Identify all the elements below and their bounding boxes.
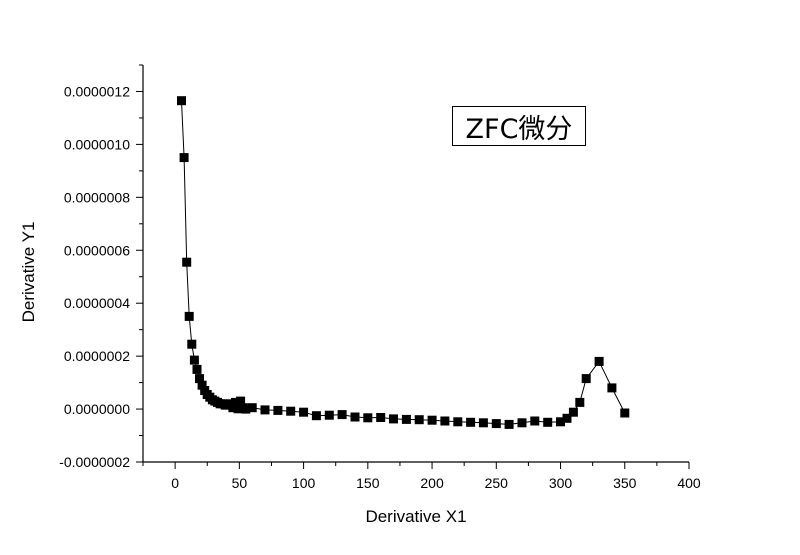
x-tick-label: 150 [356, 475, 380, 491]
x-tick-label: 100 [292, 475, 316, 491]
data-point [581, 374, 591, 384]
data-point [182, 257, 192, 267]
x-tick-label: 0 [171, 475, 179, 491]
annotation-text: ZFC微分 [465, 113, 573, 145]
annotation-box: ZFC微分 [452, 106, 586, 146]
data-point [530, 416, 540, 426]
data-point [466, 417, 476, 427]
y-tick-label: 0.0000012 [64, 83, 130, 99]
data-point [236, 396, 246, 406]
data-point [440, 416, 450, 426]
data-point [543, 417, 553, 427]
data-point [179, 153, 189, 163]
data-point [228, 403, 238, 413]
data-point [575, 397, 585, 407]
y-tick-label: 0.0000002 [64, 348, 130, 364]
x-tick-label: 200 [420, 475, 444, 491]
data-point [299, 407, 309, 417]
data-point [517, 418, 527, 428]
data-point [231, 397, 240, 407]
x-axis-title: Derivative X1 [365, 507, 466, 526]
data-point [363, 413, 373, 423]
data-point [389, 414, 398, 424]
data-point [350, 412, 360, 422]
data-point [376, 413, 386, 422]
series-line [181, 100, 626, 425]
y-tick-label: 0.0000004 [64, 295, 130, 311]
y-axis-title: Derivative Y1 [19, 222, 38, 323]
data-point [491, 419, 501, 429]
data-point [187, 339, 197, 349]
x-tick-label: 250 [485, 475, 509, 491]
data-point [177, 96, 186, 106]
data-point [241, 404, 251, 414]
x-tick-label: 50 [232, 475, 248, 491]
series [177, 96, 630, 429]
x-tick-label: 300 [549, 475, 573, 491]
axes [142, 65, 689, 463]
data-point [324, 410, 334, 420]
data-point [192, 364, 202, 374]
data-point [273, 405, 283, 415]
data-point [427, 415, 437, 425]
y-tick-label: 0.0000010 [64, 136, 130, 152]
y-tick-label: -0.0000002 [59, 454, 130, 470]
data-point [195, 374, 204, 384]
data-point [620, 408, 630, 418]
data-point [197, 380, 207, 390]
data-point [286, 406, 296, 416]
data-point [247, 403, 257, 413]
data-point [594, 356, 604, 366]
data-point [401, 414, 411, 424]
y-tick-label: 0.0000006 [64, 242, 130, 258]
data-point [233, 404, 243, 414]
tick-labels: 0 50 100 150 200 250 300 350 400 -0.0000002 0.0000… [59, 83, 701, 491]
data-point [607, 383, 617, 393]
data-point [184, 311, 194, 321]
data-point [189, 355, 199, 365]
data-point [311, 411, 321, 421]
x-tick-label: 350 [613, 475, 637, 491]
data-point [504, 419, 514, 429]
data-point [478, 418, 488, 428]
data-point [453, 417, 463, 427]
data-point [568, 407, 578, 417]
data-point [556, 417, 565, 427]
y-tick-label: 0.0000008 [64, 189, 130, 205]
data-point [337, 410, 347, 420]
y-tick-label: 0.0000000 [64, 401, 130, 417]
x-tick-label: 400 [677, 475, 701, 491]
data-point [414, 415, 424, 425]
data-point [562, 413, 572, 423]
ticks [136, 64, 690, 469]
data-point [260, 405, 270, 415]
